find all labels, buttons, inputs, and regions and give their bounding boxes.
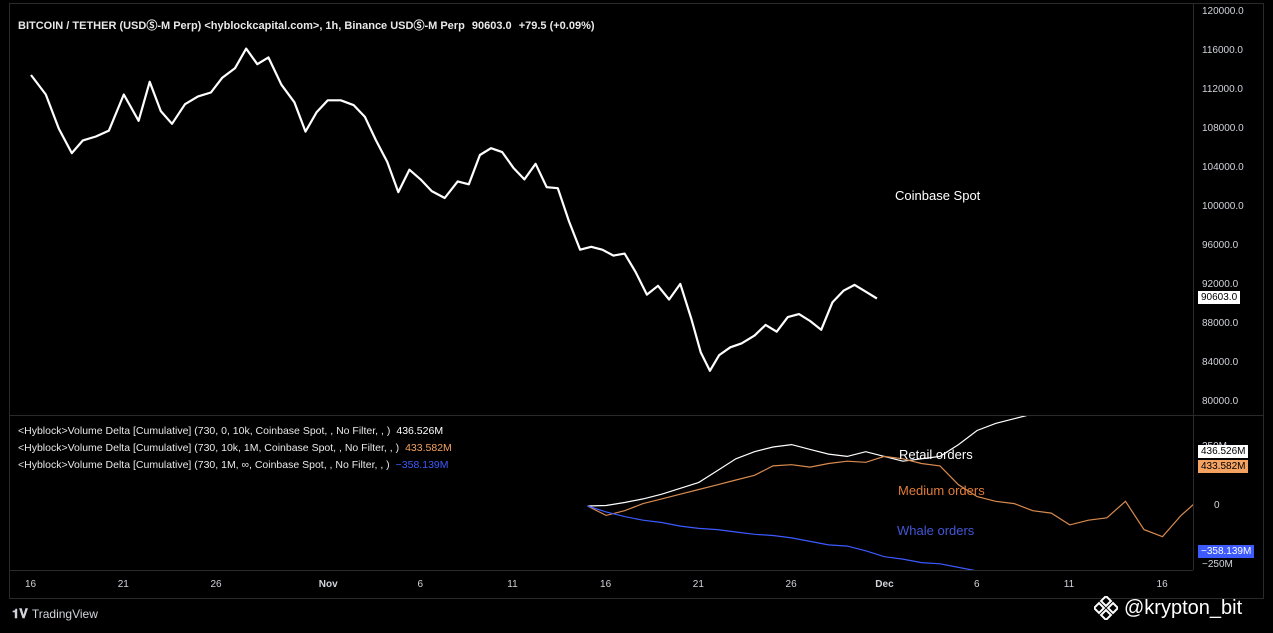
time-axis-tick: 11 xyxy=(507,579,518,590)
time-axis-tick: 6 xyxy=(974,579,980,590)
price-axis-tick: 120000.0 xyxy=(1202,5,1244,17)
price-axis-tick: 92000.0 xyxy=(1202,278,1239,290)
time-axis-tick: 21 xyxy=(117,579,129,590)
time-axis-tick: 16 xyxy=(600,579,612,590)
price-axis-tick: 88000.0 xyxy=(1202,317,1239,329)
symbol-legend[interactable]: BITCOIN / TETHER (USDⓈ-M Perp) <hyblockc… xyxy=(18,17,599,33)
tradingview-brand-text: TradingView xyxy=(31,607,98,621)
indicator-value: 436.526M xyxy=(396,425,444,437)
whale-orders-label: Whale orders xyxy=(897,523,975,538)
tradingview-brand[interactable]: 𝟏𝐕 TradingView xyxy=(12,606,98,622)
volume-delta-axis-tick: 0 xyxy=(1214,500,1220,511)
whale-orders-line xyxy=(587,505,976,570)
last-price-badge: 90603.0 xyxy=(1198,291,1241,305)
indicator-legend-whale[interactable]: <Hyblock>Volume Delta [Cumulative] (730,… xyxy=(18,459,449,471)
indicator-legend-retail[interactable]: <Hyblock>Volume Delta [Cumulative] (730,… xyxy=(18,425,443,437)
symbol-change: +79.5 (+0.09%) xyxy=(518,20,595,32)
symbol-last: 90603.0 xyxy=(471,20,512,32)
medium-orders-line xyxy=(587,455,1193,538)
price-axis[interactable]: 80000.0 84000.0 88000.0 92000.0 96000.0 10000… xyxy=(1193,4,1264,416)
price-axis-tick: 96000.0 xyxy=(1202,239,1239,251)
indicator-label: <Hyblock>Volume Delta [Cumulative] (730,… xyxy=(18,442,400,454)
price-axis-tick: 116000.0 xyxy=(1202,44,1243,56)
indicator-last-value-badge: 436.526M xyxy=(1198,445,1249,458)
retail-orders-line xyxy=(587,416,1028,507)
time-axis-tick: 16 xyxy=(1156,579,1168,590)
watermark-text: @krypton_bit xyxy=(1124,596,1243,619)
indicator-label: <Hyblock>Volume Delta [Cumulative] (730,… xyxy=(18,459,390,471)
time-axis-tick: 26 xyxy=(210,579,222,590)
coinbase-spot-label: Coinbase Spot xyxy=(895,188,981,203)
volume-delta-pane[interactable]: <Hyblock>Volume Delta [Cumulative] (730,… xyxy=(10,416,1193,570)
indicator-value: 433.582M xyxy=(405,442,452,454)
volume-delta-axis-tick: −250M xyxy=(1202,559,1233,570)
chart-border xyxy=(9,3,1264,599)
volume-delta-plot xyxy=(587,416,1193,570)
time-axis-tick: Dec xyxy=(875,579,894,590)
symbol-title: BITCOIN / TETHER (USDⓈ-M Perp) <hyblockc… xyxy=(18,20,465,32)
time-axis-tick: 26 xyxy=(785,579,797,590)
price-axis-tick: 100000.0 xyxy=(1202,200,1244,212)
main-price-pane[interactable]: BITCOIN / TETHER (USDⓈ-M Perp) <hyblockc… xyxy=(10,4,1193,416)
binance-logo-icon xyxy=(1094,596,1118,620)
indicator-last-value-badge: 433.582M xyxy=(1198,460,1249,473)
time-axis-tick: Nov xyxy=(318,579,338,590)
retail-orders-label: Retail orders xyxy=(899,447,973,462)
indicator-last-value-badge: −358.139M xyxy=(1198,545,1255,558)
price-axis-tick: 84000.0 xyxy=(1202,356,1239,368)
price-axis-tick: 108000.0 xyxy=(1202,122,1244,134)
time-axis-tick: 6 xyxy=(417,579,424,590)
indicator-legend-medium[interactable]: <Hyblock>Volume Delta [Cumulative] (730,… xyxy=(18,442,452,454)
price-axis-tick: 104000.0 xyxy=(1202,161,1244,173)
price-series-line xyxy=(30,47,878,372)
price-axis-tick: 112000.0 xyxy=(1202,83,1243,95)
pane-divider[interactable] xyxy=(10,415,1263,416)
medium-orders-label: Medium orders xyxy=(898,483,985,498)
indicator-label: <Hyblock>Volume Delta [Cumulative] (730,… xyxy=(18,425,391,437)
price-axis-tick: 80000.0 xyxy=(1202,396,1239,407)
indicator-value: −358.139M xyxy=(395,459,449,471)
time-axis-tick: 21 xyxy=(692,579,704,590)
price-plot xyxy=(30,47,878,372)
tradingview-logo-icon: 𝟏𝐕 xyxy=(12,606,28,621)
time-axis-tick: 16 xyxy=(25,579,37,590)
time-axis[interactable]: 16 21 26 Nov 6 11 16 21 26 Dec 6 11 16 xyxy=(10,570,1193,599)
time-axis-tick: 11 xyxy=(1063,579,1075,590)
watermark: @krypton_bit xyxy=(1094,596,1242,620)
